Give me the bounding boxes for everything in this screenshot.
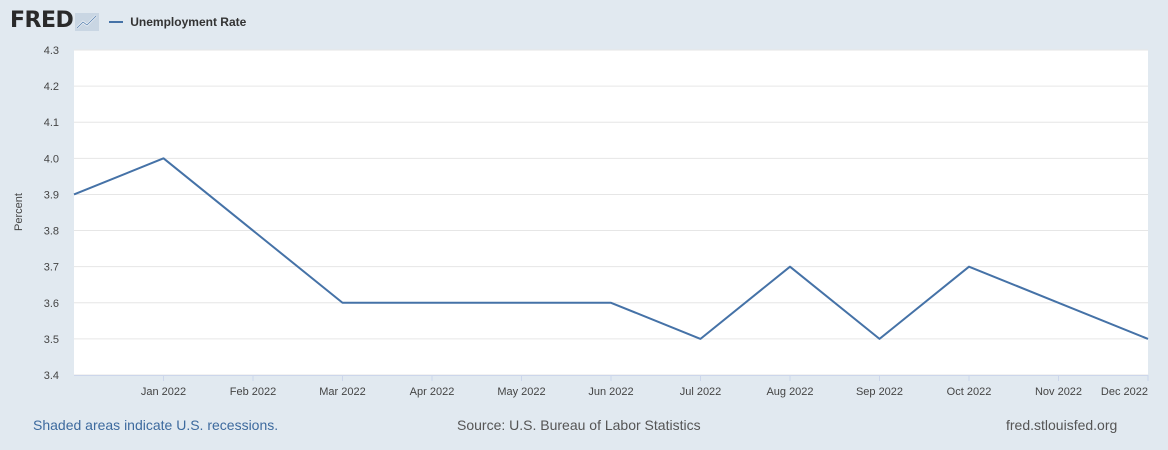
x-tick-label: Jul 2022 [680,386,722,398]
y-tick-label: 4.2 [44,81,59,93]
legend-label: Unemployment Rate [130,15,246,29]
y-tick-label: 3.5 [44,334,59,346]
x-tick-label: Aug 2022 [766,386,813,398]
y-tick-label: 3.9 [44,189,59,201]
y-tick-label: 4.0 [44,153,59,165]
source-text: Source: U.S. Bureau of Labor Statistics [457,417,701,433]
y-tick-label: 3.4 [44,370,59,382]
legend[interactable]: Unemployment Rate [109,15,246,29]
x-tick-label: Jan 2022 [141,386,186,398]
y-tick-label: 3.8 [44,226,59,238]
x-axis-ticks: Jan 2022 Feb 2022 Mar 2022 Apr 2022 May 2022… [141,375,1148,398]
legend-swatch [109,21,123,23]
x-tick-label: Dec 2022 [1101,386,1148,398]
x-tick-label: Feb 2022 [230,386,276,398]
fred-logo[interactable]: FRED [10,6,99,36]
y-axis-label: Percent [13,193,25,231]
logo-text: FRED [10,6,73,36]
x-tick-label: May 2022 [497,386,545,398]
x-tick-label: Oct 2022 [947,386,992,398]
plot-area [74,50,1148,375]
site-text: fred.stlouisfed.org [1006,417,1117,433]
y-tick-label: 4.3 [44,45,59,57]
y-tick-label: 4.1 [44,117,59,129]
x-tick-label: Nov 2022 [1035,386,1082,398]
x-tick-label: Mar 2022 [319,386,365,398]
y-tick-label: 3.7 [44,262,59,274]
x-tick-label: Apr 2022 [410,386,455,398]
x-tick-label: Sep 2022 [856,386,903,398]
y-tick-label: 3.6 [44,298,59,310]
x-tick-label: Jun 2022 [588,386,633,398]
chart-graph-icon [75,13,99,31]
recession-note-link[interactable]: Shaded areas indicate U.S. recessions. [33,417,278,433]
y-axis-ticks: 3.4 3.5 3.6 3.7 3.8 3.9 4.0 4.1 4.2 4.3 [44,45,59,382]
chart-header: FRED Unemployment Rate [10,6,246,36]
